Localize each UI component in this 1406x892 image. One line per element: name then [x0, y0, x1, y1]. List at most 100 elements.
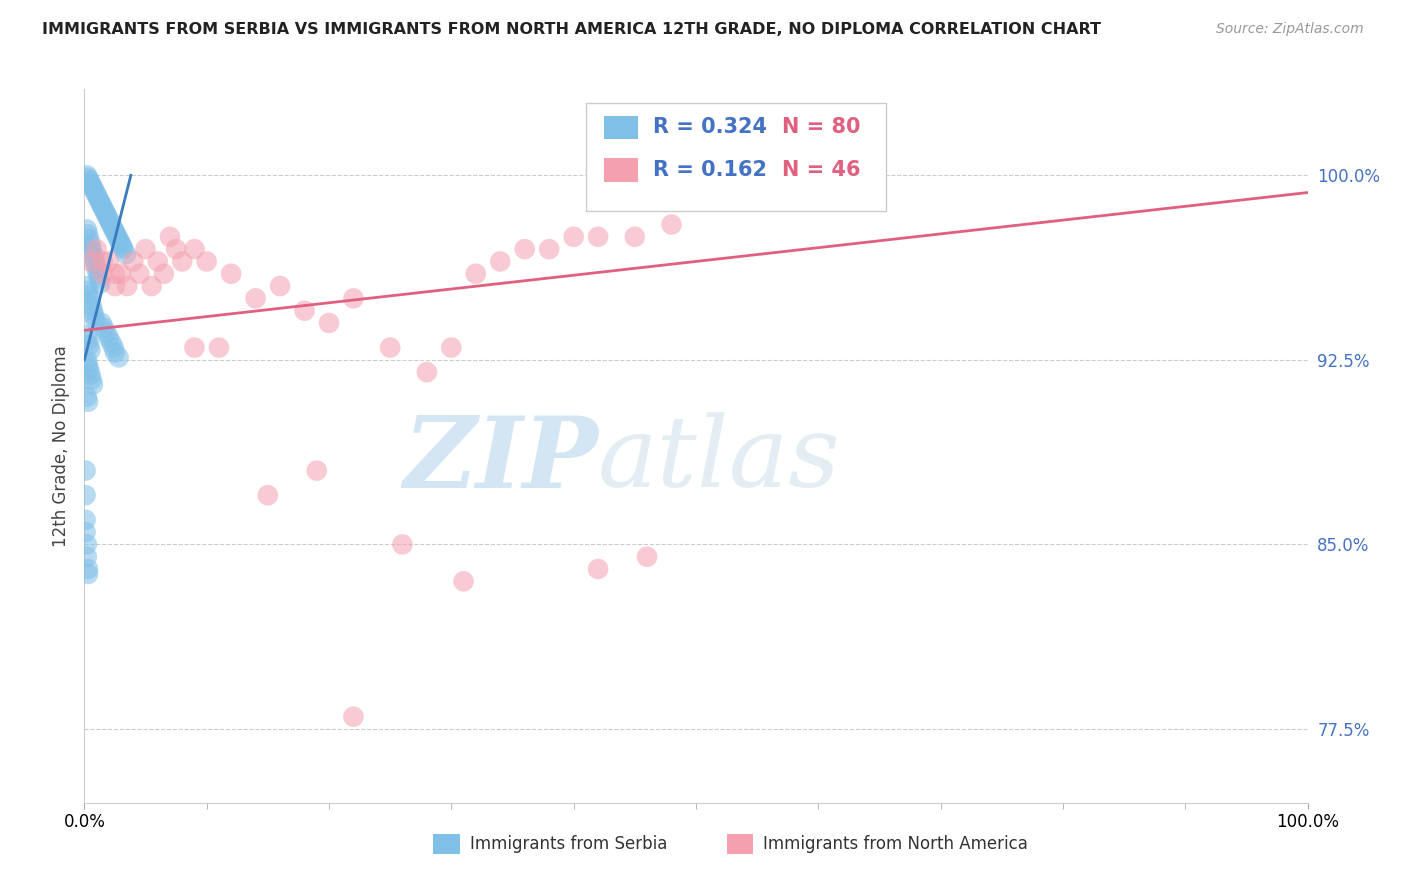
Point	[104, 345, 127, 359]
Point	[77, 289, 100, 303]
Point	[110, 267, 132, 281]
Point	[77, 333, 100, 347]
Point	[153, 267, 176, 281]
Text: Immigrants from North America: Immigrants from North America	[763, 835, 1028, 853]
Point	[100, 218, 122, 232]
Point	[75, 525, 97, 540]
Point	[111, 240, 134, 254]
Text: N = 80: N = 80	[782, 117, 860, 137]
Point	[77, 338, 100, 352]
Point	[79, 176, 101, 190]
Point	[269, 279, 291, 293]
Point	[110, 237, 132, 252]
Text: N = 46: N = 46	[782, 160, 860, 180]
Point	[75, 464, 97, 478]
Point	[79, 368, 101, 382]
Point	[83, 252, 105, 266]
Point	[89, 195, 111, 210]
Point	[342, 709, 364, 723]
Point	[489, 254, 512, 268]
Point	[219, 267, 242, 281]
Point	[97, 210, 120, 224]
Point	[76, 537, 98, 551]
Point	[76, 390, 98, 404]
Point	[104, 267, 127, 281]
Point	[97, 331, 120, 345]
Text: ZIP: ZIP	[404, 412, 598, 508]
Point	[391, 537, 413, 551]
Point	[76, 549, 98, 564]
Point	[84, 186, 107, 200]
Point	[80, 178, 103, 193]
Point	[91, 254, 114, 268]
Point	[538, 242, 561, 256]
Point	[80, 242, 103, 256]
Point	[75, 488, 97, 502]
Point	[77, 566, 100, 581]
Point	[82, 247, 104, 261]
Point	[79, 237, 101, 252]
Point	[128, 267, 150, 281]
Point	[183, 242, 205, 256]
Point	[586, 230, 609, 244]
Point	[75, 513, 97, 527]
Point	[77, 358, 100, 372]
Point	[79, 343, 101, 357]
Point	[93, 321, 115, 335]
Point	[89, 277, 111, 291]
Point	[76, 222, 98, 236]
Point	[636, 549, 658, 564]
Point	[76, 169, 98, 183]
Point	[103, 341, 125, 355]
Point	[294, 303, 316, 318]
Point	[513, 242, 536, 256]
Point	[105, 227, 128, 242]
Point	[208, 341, 231, 355]
Point	[80, 299, 103, 313]
Point	[165, 242, 187, 256]
Point	[96, 326, 118, 340]
Point	[91, 267, 114, 281]
Point	[86, 188, 108, 202]
Point	[80, 373, 103, 387]
Point	[82, 303, 104, 318]
Point	[87, 267, 110, 281]
Point	[97, 254, 120, 268]
Point	[107, 351, 129, 365]
Point	[83, 309, 105, 323]
Point	[93, 202, 115, 217]
Point	[82, 377, 104, 392]
Point	[624, 230, 647, 244]
Point	[146, 254, 169, 268]
Point	[115, 279, 138, 293]
Point	[87, 190, 110, 204]
Text: Source: ZipAtlas.com: Source: ZipAtlas.com	[1216, 22, 1364, 37]
Point	[318, 316, 340, 330]
Point	[101, 219, 124, 234]
Bar	[433, 834, 460, 855]
Point	[562, 230, 585, 244]
Point	[416, 365, 439, 379]
Bar	[605, 116, 638, 139]
Text: R = 0.162: R = 0.162	[654, 160, 768, 180]
Point	[100, 335, 122, 350]
Point	[464, 267, 486, 281]
Point	[108, 235, 131, 249]
Point	[97, 212, 120, 227]
Point	[87, 193, 110, 207]
Point	[342, 291, 364, 305]
Point	[107, 232, 129, 246]
Text: Immigrants from Serbia: Immigrants from Serbia	[470, 835, 666, 853]
Text: atlas: atlas	[598, 413, 841, 508]
Text: IMMIGRANTS FROM SERBIA VS IMMIGRANTS FROM NORTH AMERICA 12TH GRADE, NO DIPLOMA C: IMMIGRANTS FROM SERBIA VS IMMIGRANTS FRO…	[42, 22, 1101, 37]
Point	[77, 173, 100, 187]
Point	[91, 200, 114, 214]
Point	[112, 242, 135, 256]
Point	[141, 279, 163, 293]
Point	[172, 254, 194, 268]
Point	[245, 291, 267, 305]
Point	[661, 218, 683, 232]
Point	[90, 316, 112, 330]
Point	[87, 271, 110, 285]
Point	[77, 394, 100, 409]
